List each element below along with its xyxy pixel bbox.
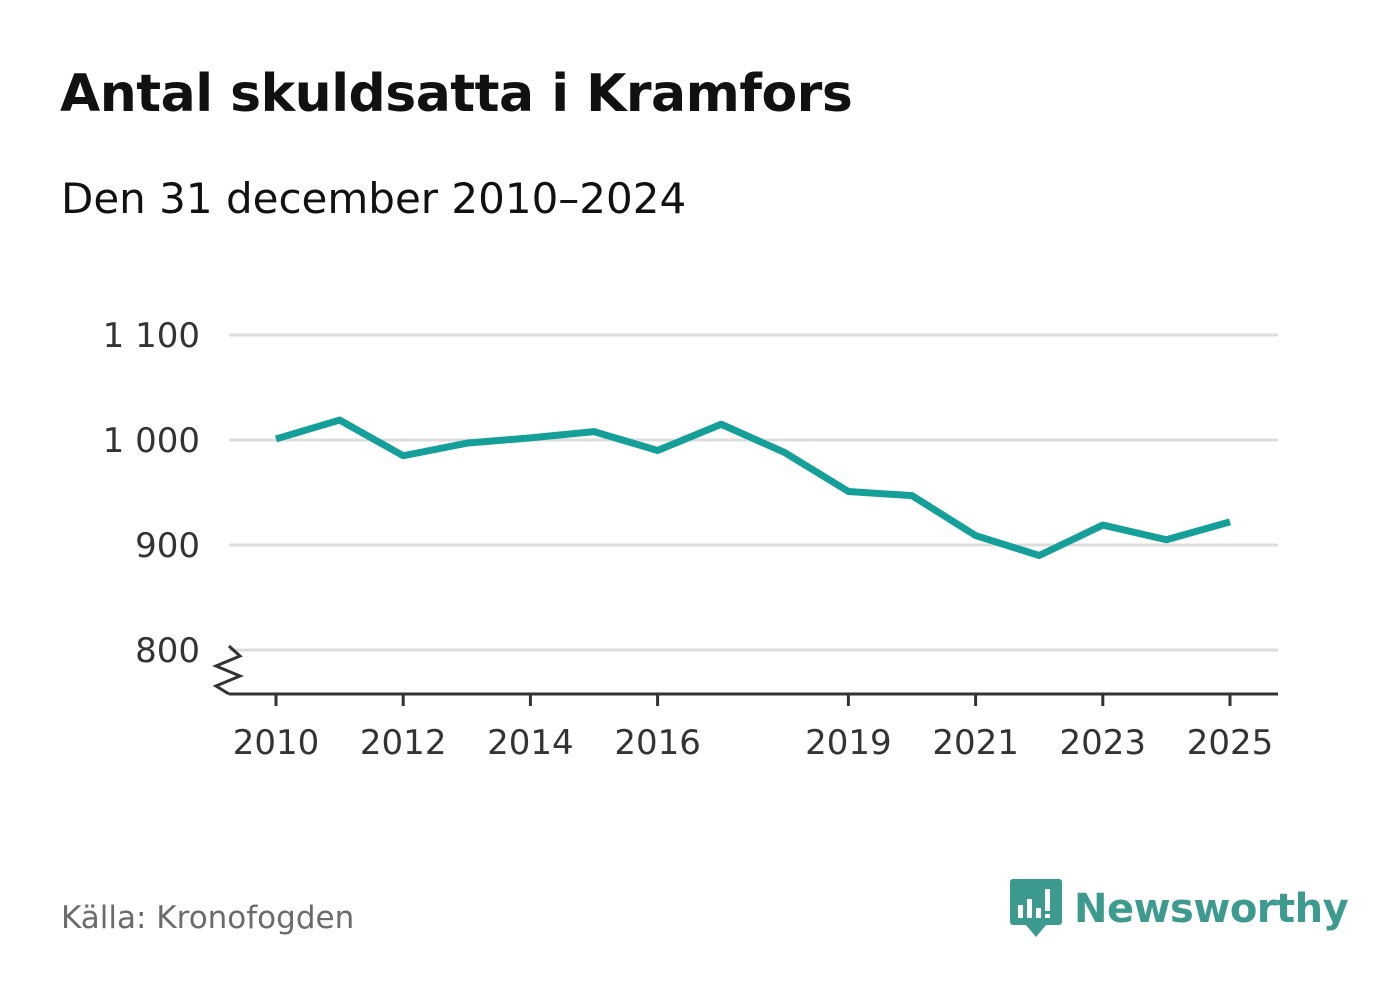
x-tick-label-2014: 2014	[487, 723, 574, 763]
y-tick-label-1100: 1 100	[103, 316, 200, 356]
y-tick-label-1000: 1 000	[103, 421, 200, 461]
chart-subtitle: Den 31 december 2010–2024	[61, 174, 687, 223]
x-axis-ticks: 2010 2012 2014 2016 2019 2021 2023 2025	[233, 694, 1274, 763]
y-axis-break-symbol	[212, 644, 244, 696]
gridlines	[229, 333, 1278, 652]
series-layer	[275, 416, 1231, 559]
y-tick-label-800: 800	[135, 631, 200, 671]
x-tick-label-2025: 2025	[1187, 723, 1274, 763]
chart-title: Antal skuldsatta i Kramfors	[60, 64, 853, 124]
brand-logo: Newsworthy	[1010, 879, 1349, 939]
bar-chart-speech-bubble-icon	[1010, 879, 1062, 937]
x-tick-label-2016: 2016	[614, 723, 701, 763]
y-tick-label-900: 900	[135, 526, 200, 566]
y-axis-tick-labels: 800 900 1 000 1 100	[103, 316, 200, 671]
series-line-0	[275, 416, 1231, 559]
x-tick-label-2021: 2021	[932, 723, 1019, 763]
x-tick-label-2019: 2019	[805, 723, 892, 763]
x-tick-label-2012: 2012	[360, 723, 447, 763]
source-note: Källa: Kronofogden	[61, 900, 355, 936]
brand-name: Newsworthy	[1074, 886, 1349, 932]
x-tick-label-2023: 2023	[1060, 723, 1147, 763]
x-tick-label-2010: 2010	[233, 723, 320, 763]
